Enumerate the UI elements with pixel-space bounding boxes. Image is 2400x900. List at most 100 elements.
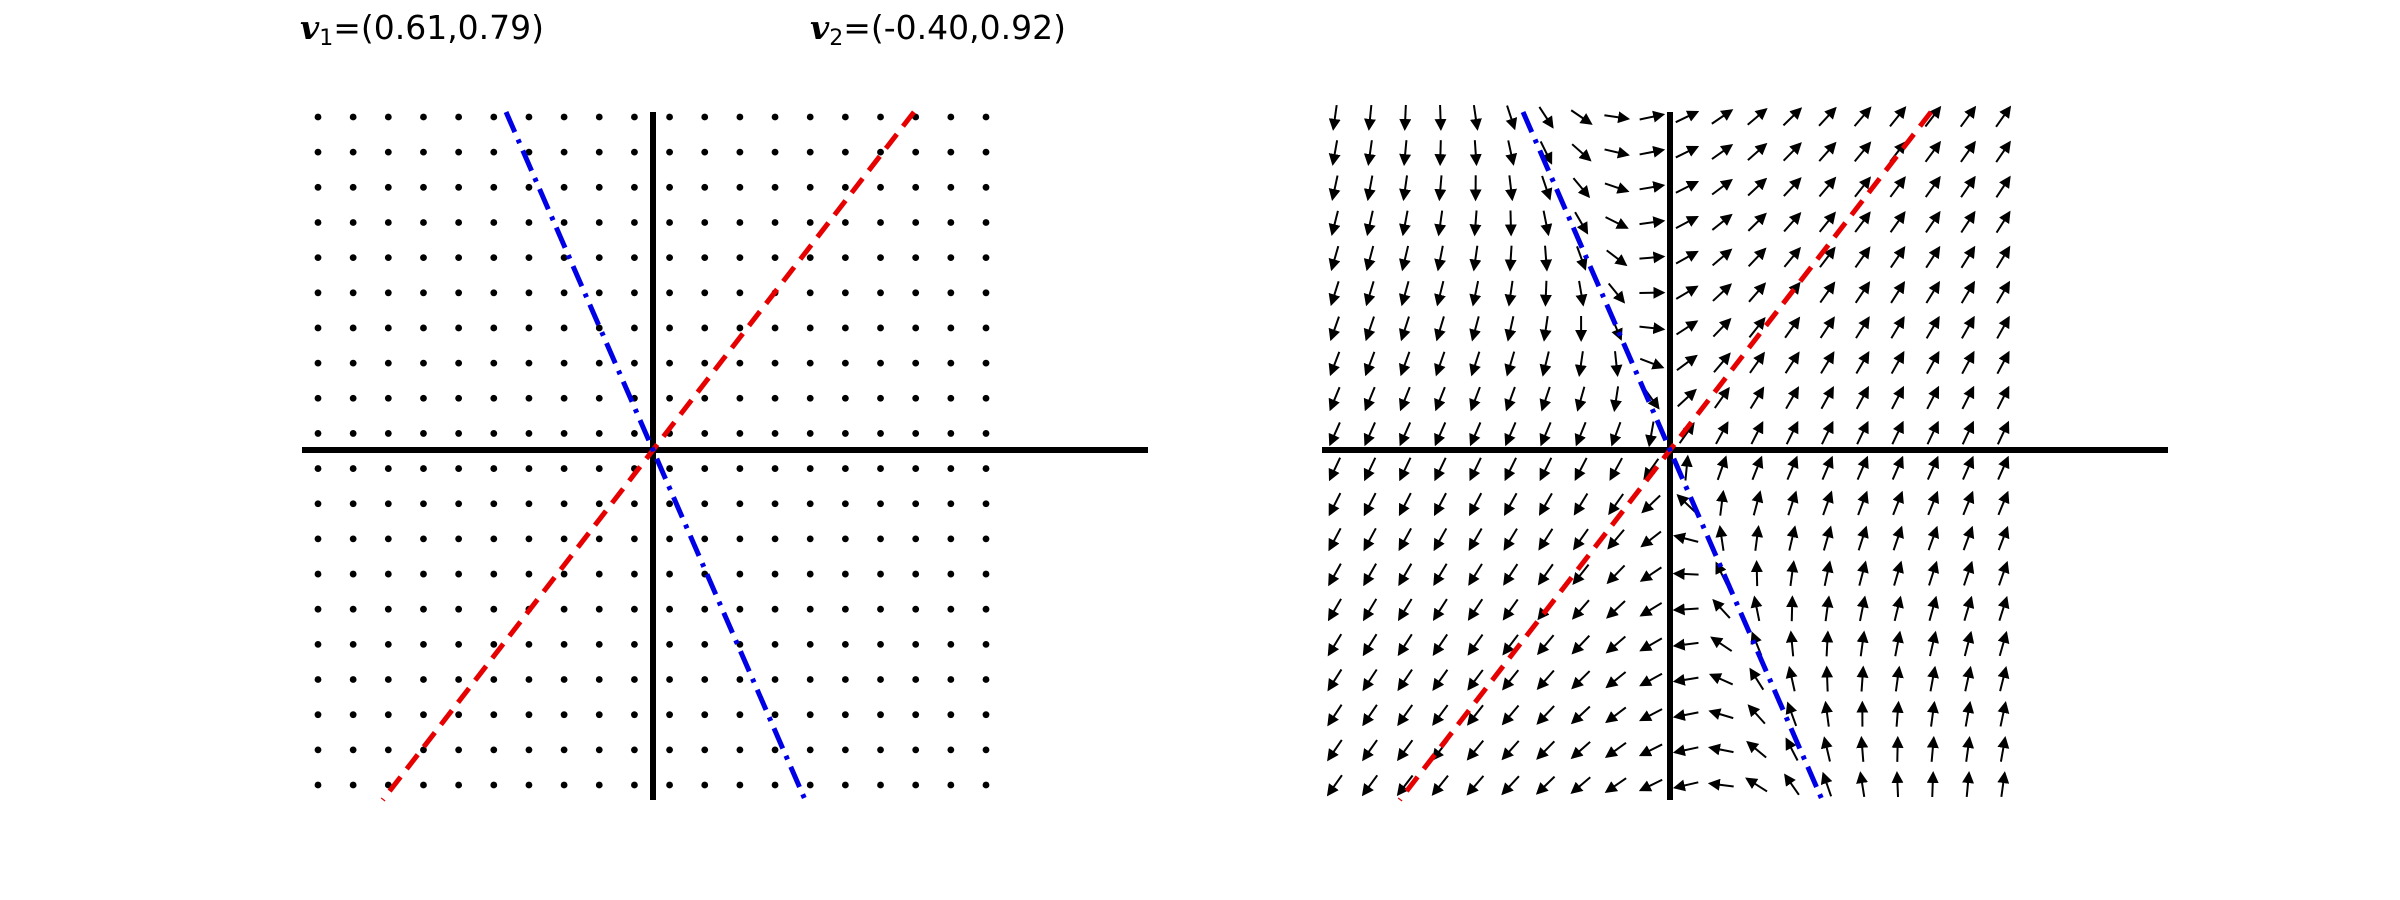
grid-dot [736,394,744,402]
grid-dot [736,289,744,297]
grid-dot [384,465,392,472]
grid-dot [525,113,533,121]
grid-dot [666,570,673,578]
grid-dot [631,359,638,367]
field-arrow [1571,634,1591,655]
grid-dot [525,324,533,332]
field-arrow [1363,351,1376,377]
field-arrow [1751,525,1764,551]
field-arrow [1609,421,1622,447]
grid-dot [314,676,322,683]
field-arrow [1892,490,1904,516]
field-arrow [1854,281,1871,304]
grid-dot [666,676,673,683]
grid-dot [384,394,392,402]
grid-dot [525,711,533,719]
field-arrow [1397,598,1413,622]
field-arrow [1572,177,1591,199]
grid-dot [455,746,463,754]
field-arrow [1747,177,1768,197]
grid-dot [912,394,920,402]
field-arrow [1962,525,1975,551]
field-arrow [1606,564,1626,585]
field-arrow [1328,316,1340,342]
grid-dot [947,711,955,719]
grid-dot [877,430,884,437]
grid-dot [982,359,990,367]
grid-dot [490,676,498,683]
grid-dot [947,324,955,332]
grid-dot [420,570,427,578]
field-arrow [1570,776,1591,795]
grid-dot [314,289,322,297]
field-arrow [1467,633,1484,656]
grid-dot [841,289,849,297]
field-arrow [1574,211,1589,235]
grid-dot [560,535,568,543]
grid-dot [560,430,568,437]
grid-dot [806,781,814,789]
grid-dot [490,254,498,262]
field-arrow [1468,563,1483,586]
field-arrow [1606,600,1626,619]
field-arrow [1362,739,1378,762]
field-arrow [1328,281,1341,307]
field-arrow [1432,633,1449,656]
grid-dot [455,254,463,262]
field-arrow [1710,636,1733,652]
field-arrow [1469,140,1482,167]
field-arrow [1786,560,1799,587]
field-arrow [1997,455,2010,480]
field-arrow [1996,420,2010,445]
field-arrow [1397,739,1414,762]
field-arrow [1434,140,1447,167]
left-panel-dot-grid [302,110,1148,802]
grid-dot [314,219,322,226]
grid-dot [631,746,638,754]
field-arrow [1574,351,1587,377]
v2-symbol: v [810,8,830,47]
field-arrow [1785,386,1800,410]
grid-dot [595,746,603,754]
grid-dot [806,711,814,719]
grid-dot [947,781,955,789]
grid-dot [631,430,638,437]
field-arrow [1676,494,1696,513]
field-arrow [1678,421,1695,444]
field-arrow [1853,141,1872,163]
grid-dot [666,640,673,648]
grid-dot [349,640,357,648]
field-arrow [1749,351,1765,374]
field-arrow [1504,280,1517,307]
grid-dot [490,148,498,156]
grid-dot [771,535,779,543]
field-arrow [1924,175,1941,198]
field-arrow [1433,527,1448,552]
field-arrow [1570,741,1591,760]
field-arrow [1675,215,1699,229]
grid-dot [877,781,884,789]
grid-dot [455,640,463,648]
field-arrow [1676,354,1698,372]
field-arrow [1363,140,1376,167]
grid-dot [490,535,498,543]
field-arrow [1997,700,2010,727]
grid-dot [806,324,814,332]
grid-dot [384,676,392,683]
grid-dot [314,570,322,578]
grid-dot [701,465,709,472]
grid-dot [525,219,533,226]
field-arrow [1639,181,1666,193]
grid-dot [701,500,709,508]
grid-dot [806,465,814,472]
grid-dot [841,183,849,191]
grid-dot [595,676,603,683]
field-arrow [1927,595,1940,622]
field-arrow [1328,351,1341,377]
grid-dot [666,219,673,226]
field-arrow [1786,525,1799,551]
grid-dot [314,359,322,367]
grid-dot [595,394,603,402]
grid-dot [525,535,533,543]
field-arrow [1713,386,1730,409]
